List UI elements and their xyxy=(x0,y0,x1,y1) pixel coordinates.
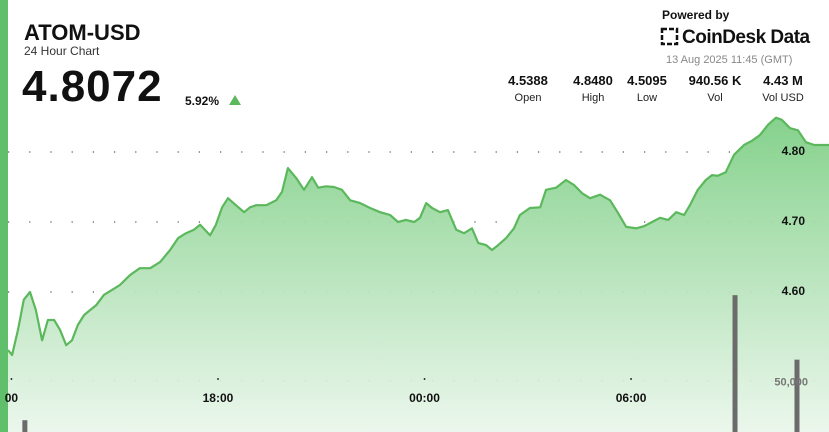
subtitle: 24 Hour Chart xyxy=(24,44,100,58)
x-tick-label: 00 xyxy=(5,391,19,405)
stat-label: Vol xyxy=(707,92,723,104)
volume-bar xyxy=(794,359,800,432)
stat: 4.5095 Low xyxy=(616,73,678,104)
volume-bar xyxy=(22,420,28,432)
timestamp: 13 Aug 2025 11:45 (GMT) xyxy=(666,54,793,66)
change: 5.92% xyxy=(185,94,220,108)
y2-tick-label: 50,000 xyxy=(774,377,808,389)
stat: 4.5388 Open xyxy=(497,73,559,104)
stat-label: High xyxy=(581,92,605,104)
brand: CoinDesk Data xyxy=(682,27,810,48)
x-tick-label: 00:00 xyxy=(409,391,440,405)
stat-value: 4.5388 xyxy=(508,73,548,88)
stat-label: Vol USD xyxy=(762,92,804,104)
x-tick-label: 06:00 xyxy=(616,391,647,405)
price: 4.8072 xyxy=(22,62,163,111)
stat-value: 940.56 K xyxy=(688,73,742,88)
powered-by: Powered by xyxy=(662,8,730,22)
title: ATOM-USD xyxy=(24,20,141,45)
accent-strip xyxy=(0,0,8,432)
volume-bar xyxy=(732,295,738,432)
y-tick-label: 4.70 xyxy=(782,214,806,228)
stat-label: Open xyxy=(514,92,542,104)
stat-value: 4.8480 xyxy=(573,73,613,88)
price-line xyxy=(7,116,829,357)
stat-value: 4.43 M xyxy=(763,73,803,88)
stat: 4.8480 High xyxy=(562,73,624,104)
price-area xyxy=(8,117,829,432)
stat-value: 4.5095 xyxy=(627,73,667,88)
y-tick-label: 4.60 xyxy=(782,284,806,298)
stat-label: Low xyxy=(636,92,658,104)
stat: 940.56 K Vol xyxy=(684,73,746,104)
x-tick-label: 18:00 xyxy=(203,391,234,405)
y-tick-label: 4.80 xyxy=(782,144,806,158)
stat: 4.43 M Vol USD xyxy=(752,73,814,104)
